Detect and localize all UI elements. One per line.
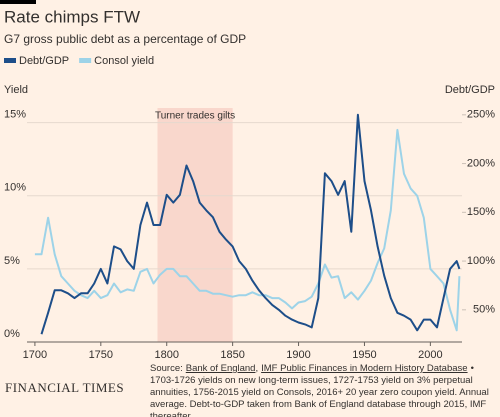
y2-tick-label: 250% [467,109,495,121]
y-tick-label: 5% [4,255,20,267]
legend-label: Debt/GDP [19,55,69,67]
brand-bar [0,0,36,4]
y2-axis-title: Debt/GDP [445,84,495,96]
y-tick-label: 10% [4,182,26,194]
series-line [40,113,461,335]
x-tick-label: 1750 [89,349,113,361]
chart-subtitle: G7 gross public debt as a percentage of … [4,32,246,46]
footer-logo: FINANCIAL TIMES [5,380,125,395]
x-tick-label: 2000 [418,349,442,361]
y2-tick-label: 150% [467,206,495,218]
y-tick-label: 15% [4,109,26,121]
series-line [34,128,461,332]
legend-swatch [4,58,16,63]
source-link[interactable]: IMF Public Finances in Modern History Da… [261,363,468,374]
y-axis-title: Yield [4,84,28,96]
x-tick-label: 1950 [352,349,376,361]
x-tick-label: 1850 [220,349,244,361]
source-link[interactable]: Bank of England [185,363,256,374]
source-text: • 1703-1726 yields on new long-term issu… [150,363,489,417]
chart-title: Rate chimps FTW [4,7,140,26]
y2-tick-label: 100% [467,255,495,267]
annotation-band [157,108,233,342]
x-tick-label: 1800 [154,349,178,361]
source-text: , [255,363,259,374]
source-text: Source: [150,363,183,374]
x-tick-label: 1900 [286,349,310,361]
legend-label: Consol yield [94,55,154,67]
y2-tick-label: 200% [467,157,495,169]
x-tick-label: 1700 [23,349,47,361]
source: Source: Bank of England, IMF Public Financ… [150,363,495,417]
legend-swatch [79,58,92,63]
y2-tick-label: 50% [473,304,495,316]
annotation-label: Turner trades gilts [155,111,235,122]
y-tick-label: 0% [4,328,20,340]
